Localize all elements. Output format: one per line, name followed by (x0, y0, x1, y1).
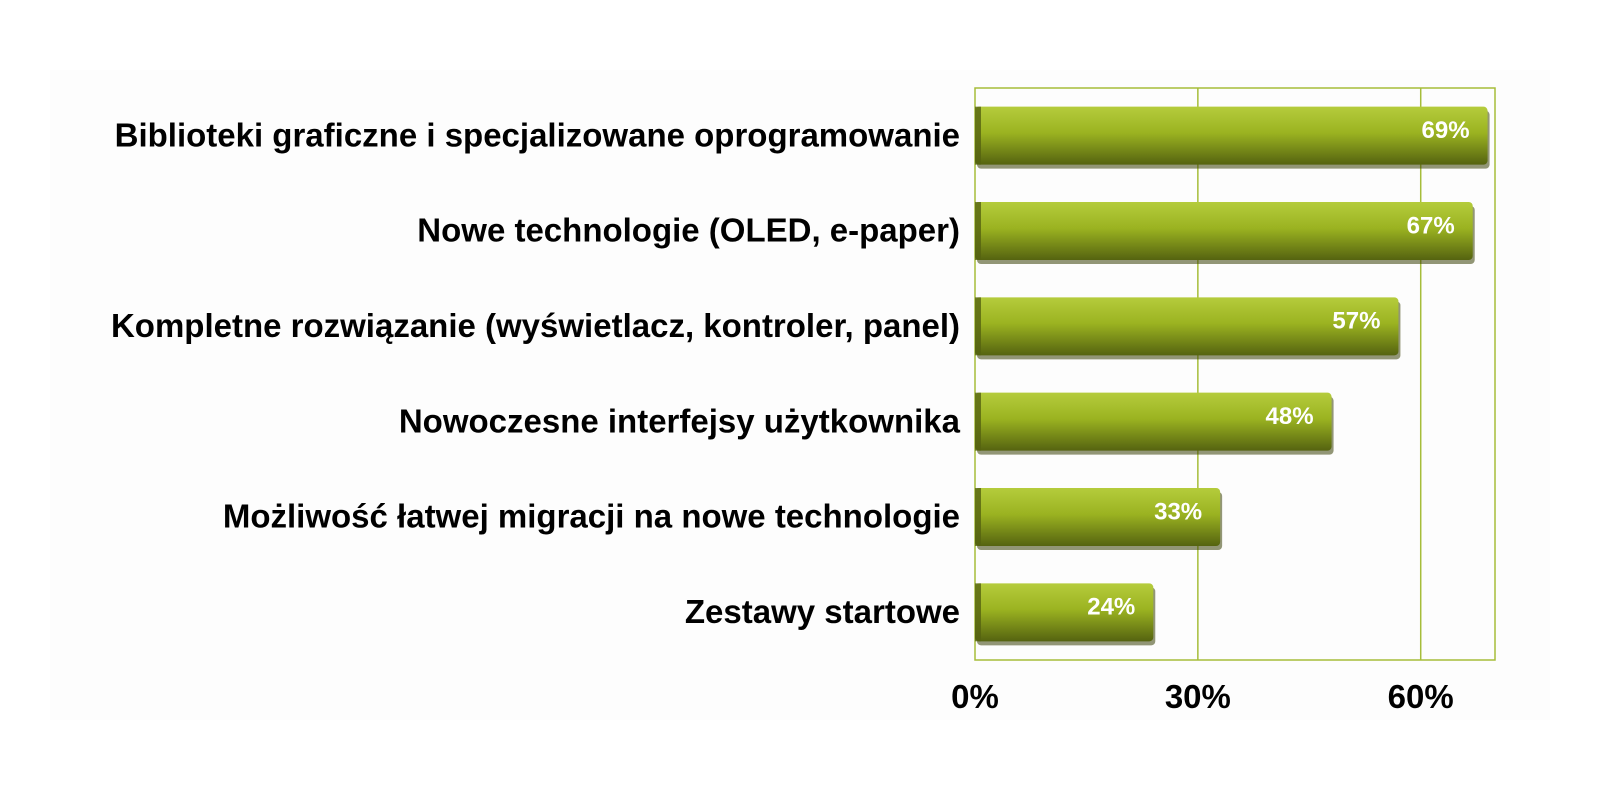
bar-group: 48% (975, 392, 1334, 455)
bar-edge (975, 583, 981, 642)
bar-edge (975, 488, 981, 546)
category-label: Nowe technologie (OLED, e-paper) (417, 212, 960, 249)
bar-group: 57% (975, 297, 1401, 360)
x-tick-label: 0% (951, 678, 999, 715)
category-label: Kompletne rozwiązanie (wyświetlacz, kont… (111, 307, 960, 344)
bar-group: 67% (975, 202, 1475, 264)
bar-group: 69% (975, 106, 1490, 169)
bar (975, 202, 1473, 260)
bar (975, 488, 1221, 546)
x-tick-label: 60% (1388, 678, 1454, 715)
category-label: Biblioteki graficzne i specjalizowane op… (115, 116, 960, 153)
bar (975, 106, 1488, 165)
bars: 69% 67% 57% 48% 33% 24% (975, 106, 1490, 646)
bar (975, 392, 1332, 451)
plot-border (974, 87, 1496, 661)
bar-group: 24% (975, 583, 1156, 646)
bar (975, 297, 1399, 356)
data-label: 24% (1087, 594, 1135, 621)
category-labels: Biblioteki graficzne i specjalizowane op… (111, 116, 961, 630)
data-label: 57% (1332, 308, 1380, 335)
data-label: 48% (1266, 403, 1314, 430)
bar-edge (975, 106, 981, 165)
data-label: 33% (1154, 498, 1202, 525)
data-label: 69% (1422, 117, 1470, 144)
bar-edge (975, 392, 981, 451)
bar-edge (975, 297, 981, 356)
data-label: 67% (1407, 212, 1455, 239)
bar-group: 33% (975, 488, 1223, 550)
bar-edge (975, 202, 981, 260)
x-tick-label: 30% (1165, 678, 1231, 715)
category-label: Możliwość łatwej migracji na nowe techno… (223, 498, 960, 535)
category-label: Nowoczesne interfejsy użytkownika (399, 402, 961, 439)
x-axis-ticks: 0% 30% 60% (951, 678, 1454, 715)
gridlines (974, 87, 1496, 661)
bar (975, 583, 1154, 642)
category-label: Zestawy startowe (685, 593, 960, 630)
